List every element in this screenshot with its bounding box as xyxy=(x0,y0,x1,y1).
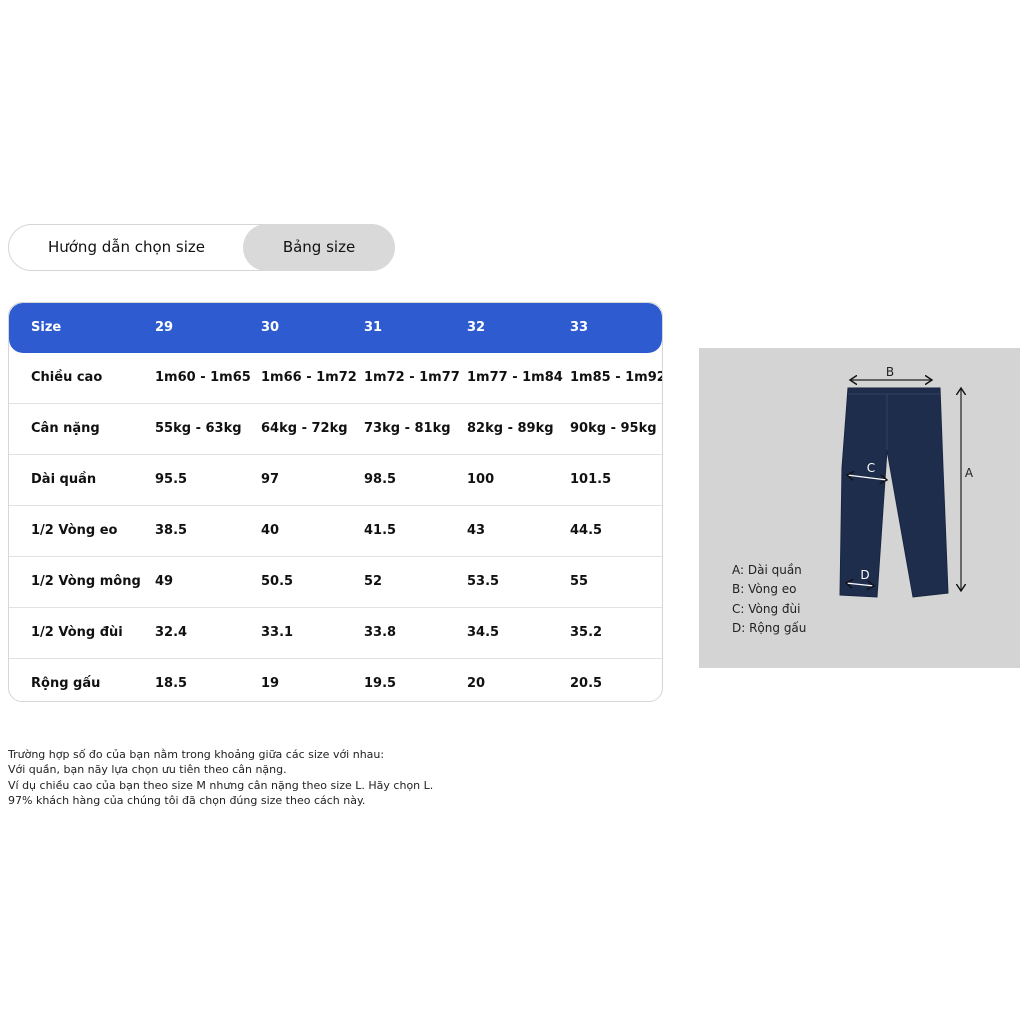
header-cell: 30 xyxy=(261,320,280,335)
measurement-diagram: B A C D A: Dài quần B: Vòng eo C: Vòng đ… xyxy=(699,348,1020,668)
measurement-legend: A: Dài quần B: Vòng eo C: Vòng đùi D: Rộ… xyxy=(732,561,806,638)
table-cell: 19.5 xyxy=(364,676,397,691)
table-cell: 43 xyxy=(467,523,486,538)
table-cell: 33.1 xyxy=(261,625,294,640)
label-d: D xyxy=(860,568,869,582)
row-label: Dài quần xyxy=(31,472,97,487)
header-cell: 31 xyxy=(364,320,383,335)
legend-item: B: Vòng eo xyxy=(732,582,797,597)
table-header-row: Size 29 30 31 32 33 xyxy=(9,303,662,353)
table-row: 1/2 Vòng mông 49 50.5 52 53.5 55 xyxy=(9,557,662,608)
size-notes: Trường hợp số đo của bạn nằm trong khoản… xyxy=(8,747,433,808)
table-cell: 44.5 xyxy=(570,523,603,538)
table-cell: 20 xyxy=(467,676,486,691)
table-cell: 52 xyxy=(364,574,383,589)
table-cell: 32.4 xyxy=(155,625,188,640)
table-cell: 97 xyxy=(261,472,280,487)
note-line: Với quần, bạn nãy lựa chọn ưu tiên theo … xyxy=(8,763,287,777)
header-cell: 29 xyxy=(155,320,174,335)
row-label: Rộng gấu xyxy=(31,676,101,691)
row-label: Cân nặng xyxy=(31,421,100,436)
table-cell: 73kg - 81kg xyxy=(364,421,451,436)
row-label: 1/2 Vòng mông xyxy=(31,574,141,589)
row-label: 1/2 Vòng đùi xyxy=(31,625,123,640)
table-cell: 18.5 xyxy=(155,676,188,691)
table-row: Cân nặng 55kg - 63kg 64kg - 72kg 73kg - 81k… xyxy=(9,404,662,455)
label-c: C xyxy=(867,461,875,475)
table-cell: 1m77 - 1m84 xyxy=(467,370,563,385)
table-cell: 64kg - 72kg xyxy=(261,421,348,436)
label-b: B xyxy=(886,365,894,379)
table-cell: 33.8 xyxy=(364,625,397,640)
note-line: Trường hợp số đo của bạn nằm trong khoản… xyxy=(8,748,385,761)
table-cell: 40 xyxy=(261,523,280,538)
thigh-arrow xyxy=(847,475,887,480)
table-cell: 55 xyxy=(570,574,589,589)
table-cell: 100 xyxy=(467,472,495,487)
table-cell: 53.5 xyxy=(467,574,500,589)
table-cell: 82kg - 89kg xyxy=(467,421,554,436)
tab-size-guide[interactable]: Hướng dẫn chọn size xyxy=(47,238,206,256)
table-cell: 1m85 - 1m92 xyxy=(570,370,663,385)
row-label: 1/2 Vòng eo xyxy=(31,523,118,538)
table-cell: 1m60 - 1m65 xyxy=(155,370,251,385)
table-cell: 34.5 xyxy=(467,625,500,640)
table-cell: 90kg - 95kg xyxy=(570,421,657,436)
legend-item: C: Vòng đùi xyxy=(732,601,801,616)
table-cell: 35.2 xyxy=(570,625,603,640)
label-a: A xyxy=(965,466,974,480)
header-cell: 32 xyxy=(467,320,486,335)
size-table: Size 29 30 31 32 33 Chiều cao 1m60 - 1m65… xyxy=(8,302,663,702)
legend-item: D: Rộng gấu xyxy=(732,620,807,635)
header-cell: Size xyxy=(31,320,62,335)
table-cell: 38.5 xyxy=(155,523,188,538)
table-cell: 20.5 xyxy=(570,676,603,691)
table-row: Dài quần 95.5 97 98.5 100 101.5 xyxy=(9,455,662,506)
row-label: Chiều cao xyxy=(31,370,103,385)
legend-item: A: Dài quần xyxy=(732,563,802,577)
table-cell: 19 xyxy=(261,676,280,691)
table-cell: 49 xyxy=(155,574,174,589)
hem-arrow xyxy=(846,583,874,586)
jeans-illustration: B A C D xyxy=(839,365,974,598)
table-row: 1/2 Vòng eo 38.5 40 41.5 43 44.5 xyxy=(9,506,662,557)
table-cell: 50.5 xyxy=(261,574,294,589)
table-cell: 55kg - 63kg xyxy=(155,421,242,436)
table-row: Rộng gấu 18.5 19 19.5 20 20.5 xyxy=(9,659,662,701)
size-tabs: Hướng dẫn chọn size Bảng size xyxy=(8,224,395,271)
tab-size-chart[interactable]: Bảng size xyxy=(243,224,395,271)
note-line: Ví dụ chiều cao của bạn theo size M nhưn… xyxy=(8,778,434,792)
table-cell: 1m66 - 1m72 xyxy=(261,370,357,385)
table-row: Chiều cao 1m60 - 1m65 1m66 - 1m72 1m72 - 1m… xyxy=(9,353,662,404)
table-cell: 95.5 xyxy=(155,472,188,487)
table-cell: 41.5 xyxy=(364,523,397,538)
table-cell: 98.5 xyxy=(364,472,397,487)
table-cell: 1m72 - 1m77 xyxy=(364,370,460,385)
table-cell: 101.5 xyxy=(570,472,612,487)
note-line: 97% khách hàng của chúng tôi đã chọn đún… xyxy=(8,793,366,807)
jeans-shape xyxy=(839,387,949,598)
header-cell: 33 xyxy=(570,320,589,335)
table-row: 1/2 Vòng đùi 32.4 33.1 33.8 34.5 35.2 xyxy=(9,608,662,659)
